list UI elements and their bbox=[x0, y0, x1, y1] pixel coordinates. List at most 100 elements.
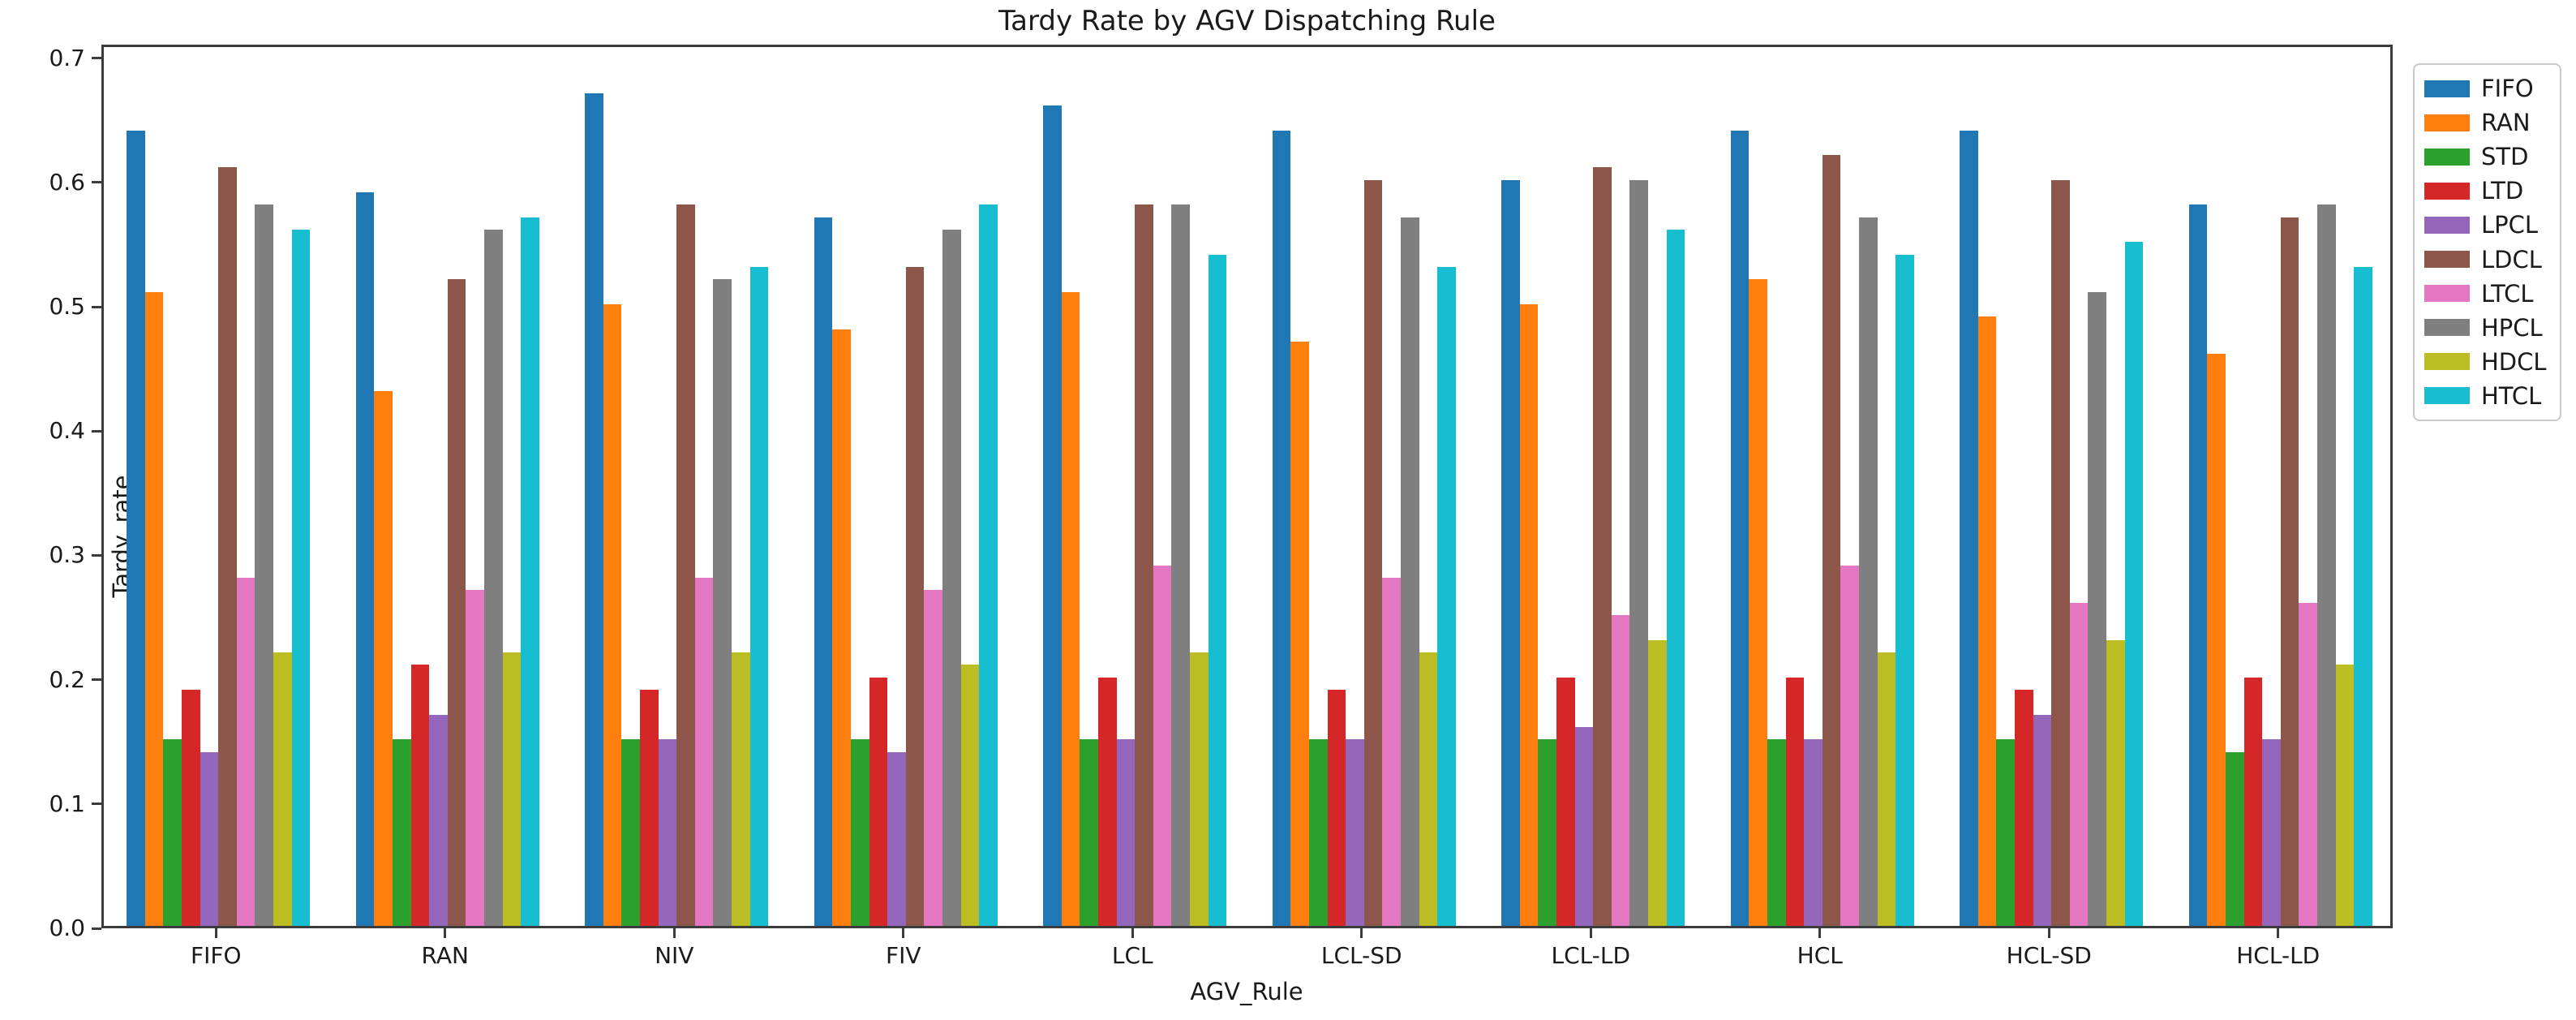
bar-FIFO-FIFO bbox=[127, 130, 145, 926]
legend-label-HPCL: HPCL bbox=[2481, 313, 2543, 342]
bar-HDCL-FIFO bbox=[273, 652, 292, 926]
bar-HTCL-LCL-LD bbox=[1666, 230, 1685, 926]
bar-HTCL-HCL-SD bbox=[2124, 242, 2144, 926]
bar-LTCL-HCL-LD bbox=[2299, 602, 2317, 926]
bar-STD-NIV bbox=[621, 739, 641, 926]
bar-HDCL-HCL-SD bbox=[2106, 639, 2125, 926]
bar-LTCL-RAN bbox=[466, 590, 484, 926]
y-tick-label-0.7: 0.7 bbox=[49, 44, 85, 71]
bar-HPCL-FIV bbox=[942, 230, 961, 926]
bar-LPCL-FIV bbox=[887, 751, 906, 926]
bar-HTCL-FIFO bbox=[291, 230, 311, 926]
bar-FIFO-LCL-LD bbox=[1501, 179, 1520, 926]
bar-LTD-LCL bbox=[1098, 677, 1117, 926]
bar-STD-FIV bbox=[850, 739, 869, 926]
bar-LTD-RAN bbox=[410, 665, 430, 926]
bar-LDCL-LCL bbox=[1135, 204, 1153, 926]
bar-HPCL-NIV bbox=[713, 279, 732, 926]
bar-LTD-LCL-SD bbox=[1327, 689, 1346, 926]
bar-LDCL-HCL-LD bbox=[2280, 217, 2299, 926]
bar-LTCL-LCL-LD bbox=[1611, 615, 1630, 926]
y-tick-label-0.3: 0.3 bbox=[49, 541, 85, 569]
bar-LPCL-HCL bbox=[1804, 739, 1823, 926]
bar-HDCL-RAN bbox=[502, 652, 522, 926]
x-tick-label-RAN: RAN bbox=[421, 942, 469, 969]
y-tick-0.2 bbox=[92, 678, 101, 682]
bar-HPCL-HCL-SD bbox=[2088, 291, 2107, 926]
legend-entry-STD: STD bbox=[2424, 143, 2560, 170]
legend-entry-RAN: RAN bbox=[2424, 109, 2560, 136]
legend-swatch-FIFO bbox=[2424, 80, 2470, 97]
bar-LTCL-FIV bbox=[924, 590, 942, 926]
y-tick-0.6 bbox=[92, 181, 101, 184]
bar-HDCL-LCL-SD bbox=[1419, 652, 1438, 926]
x-tick-FIV bbox=[902, 928, 905, 938]
legend-swatch-RAN bbox=[2424, 114, 2470, 131]
legend-label-LTCL: LTCL bbox=[2481, 279, 2534, 308]
legend-entry-FIFO: FIFO bbox=[2424, 75, 2560, 102]
bar-LPCL-RAN bbox=[429, 714, 448, 926]
bar-RAN-FIFO bbox=[144, 291, 164, 926]
bar-LTD-HCL-SD bbox=[2015, 689, 2033, 926]
bar-LTCL-FIFO bbox=[236, 578, 255, 926]
x-tick-LCL-SD bbox=[1360, 928, 1363, 938]
bar-LDCL-LCL-SD bbox=[1363, 179, 1383, 926]
x-tick-LCL bbox=[1131, 928, 1134, 938]
bar-HPCL-LCL bbox=[1171, 204, 1191, 926]
y-tick-0.1 bbox=[92, 803, 101, 806]
bar-HDCL-FIV bbox=[960, 665, 980, 926]
bar-RAN-LCL-LD bbox=[1519, 304, 1539, 926]
bar-LDCL-LCL-LD bbox=[1593, 167, 1612, 926]
chart-title: Tardy Rate by AGV Dispatching Rule bbox=[998, 5, 1496, 37]
bar-LPCL-LCL-SD bbox=[1346, 739, 1364, 926]
bar-LTD-LCL-LD bbox=[1556, 677, 1575, 926]
bar-RAN-LCL bbox=[1061, 291, 1080, 926]
bar-LTCL-HCL-SD bbox=[2069, 602, 2089, 926]
bar-LDCL-FIV bbox=[905, 267, 925, 926]
bar-STD-LCL bbox=[1080, 739, 1099, 926]
y-tick-0.3 bbox=[92, 553, 101, 557]
bar-RAN-NIV bbox=[603, 304, 622, 926]
legend-label-HTCL: HTCL bbox=[2481, 381, 2542, 410]
x-tick-RAN bbox=[444, 928, 447, 938]
bar-LPCL-HCL-LD bbox=[2262, 739, 2281, 926]
bar-LPCL-HCL-SD bbox=[2033, 714, 2052, 926]
legend-swatch-HPCL bbox=[2424, 319, 2470, 337]
bar-STD-LCL-SD bbox=[1308, 739, 1328, 926]
bar-LPCL-LCL bbox=[1116, 739, 1136, 926]
bar-FIFO-LCL-SD bbox=[1272, 130, 1291, 926]
bar-LTCL-NIV bbox=[694, 578, 714, 926]
bar-FIFO-FIV bbox=[814, 217, 833, 926]
bar-HTCL-HCL bbox=[1896, 254, 1914, 926]
bar-HTCL-NIV bbox=[749, 267, 769, 926]
y-tick-label-0.1: 0.1 bbox=[49, 790, 85, 817]
x-tick-NIV bbox=[672, 928, 676, 938]
bar-RAN-HCL-LD bbox=[2207, 354, 2226, 926]
legend-label-FIFO: FIFO bbox=[2481, 75, 2534, 103]
legend-label-HDCL: HDCL bbox=[2481, 347, 2547, 376]
bar-LTCL-HCL bbox=[1840, 565, 1859, 926]
bar-STD-FIFO bbox=[163, 739, 182, 926]
bar-LTD-FIV bbox=[869, 677, 888, 926]
bar-LTCL-LCL-SD bbox=[1382, 578, 1401, 926]
bar-HTCL-HCL-LD bbox=[2354, 267, 2372, 926]
legend-label-LPCL: LPCL bbox=[2481, 211, 2539, 239]
legend-swatch-LTCL bbox=[2424, 285, 2470, 303]
x-tick-label-LCL: LCL bbox=[1111, 942, 1153, 969]
legend-entry-LTCL: LTCL bbox=[2424, 280, 2560, 308]
bar-LPCL-LCL-LD bbox=[1574, 726, 1594, 926]
bar-HDCL-HCL bbox=[1877, 652, 1896, 926]
bar-STD-HCL-LD bbox=[2225, 751, 2244, 926]
legend-entry-HPCL: HPCL bbox=[2424, 314, 2560, 342]
bar-LTCL-LCL bbox=[1153, 565, 1172, 926]
bar-RAN-HCL-SD bbox=[1977, 316, 1997, 926]
bar-FIFO-HCL bbox=[1730, 130, 1750, 926]
legend-swatch-HTCL bbox=[2424, 387, 2470, 405]
bar-HDCL-LCL bbox=[1190, 652, 1209, 926]
y-tick-label-0.6: 0.6 bbox=[49, 168, 85, 196]
bar-RAN-FIV bbox=[832, 329, 851, 926]
x-tick-FIFO bbox=[214, 928, 217, 938]
bar-FIFO-RAN bbox=[355, 192, 375, 926]
y-tick-label-0.2: 0.2 bbox=[49, 665, 85, 693]
bar-HPCL-LCL-LD bbox=[1629, 179, 1649, 926]
